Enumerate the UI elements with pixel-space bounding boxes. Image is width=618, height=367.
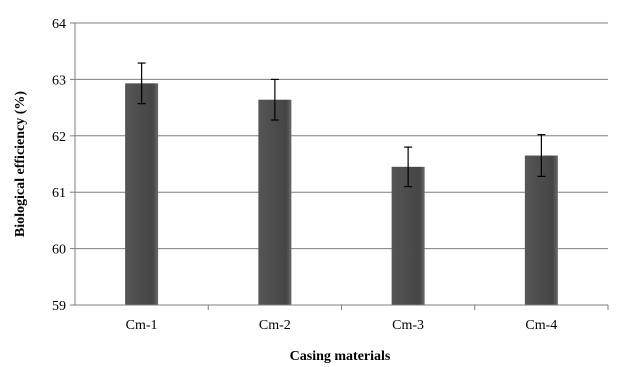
y-tick-label: 63 (52, 73, 66, 88)
error-bar-cm-3 (404, 146, 413, 188)
x-tick-label: Cm-1 (126, 318, 158, 333)
y-tick-label: 61 (52, 186, 66, 201)
x-tick-label: Cm-3 (392, 318, 424, 333)
axes (70, 22, 609, 310)
y-axis-title: Biological efficiency (%) (13, 91, 28, 238)
bars (125, 83, 558, 306)
error-bars (137, 62, 546, 188)
bar-cm-1 (125, 83, 159, 306)
x-tick-label: Cm-2 (259, 318, 291, 333)
bar-cm-4 (524, 155, 558, 305)
error-bar-cm-2 (270, 78, 279, 121)
y-tick-label: 62 (52, 130, 66, 145)
bar-cm-3 (391, 166, 425, 305)
error-bar-cm-1 (137, 62, 146, 105)
x-axis-title: Casing materials (290, 349, 391, 364)
bar-cm-2 (258, 99, 292, 305)
y-tick-label: 59 (52, 299, 66, 314)
tick-labels: 59 60 61 62 63 64 Cm-1 Cm-2 Cm-3 Cm-4 (52, 17, 557, 333)
y-tick-label: 64 (52, 17, 66, 32)
x-tick-label: Cm-4 (525, 318, 557, 333)
gridlines (75, 22, 608, 250)
y-tick-label: 60 (52, 243, 66, 258)
error-bar-cm-4 (537, 134, 546, 178)
